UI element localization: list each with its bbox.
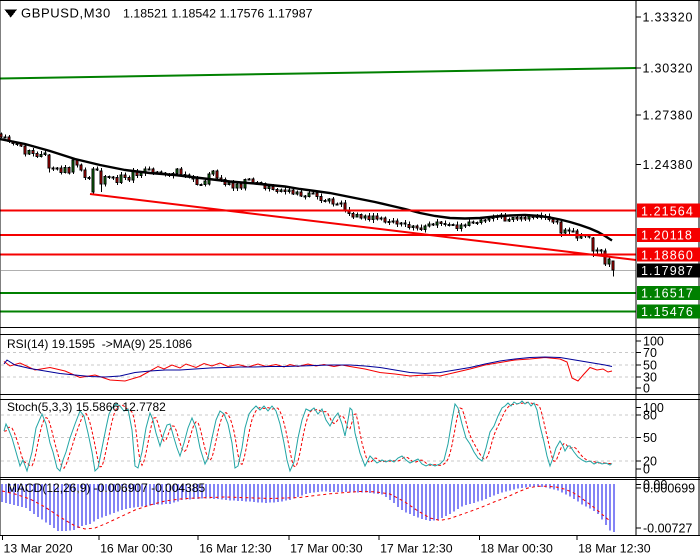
svg-text:1.30320: 1.30320 [643,62,694,76]
svg-text:70: 70 [643,346,657,360]
svg-text:1.24380: 1.24380 [643,158,694,172]
svg-text:MACD(12,26,9) -0.006907 -0.004: MACD(12,26,9) -0.006907 -0.004385 [7,481,205,495]
svg-text:0: 0 [643,463,650,477]
svg-text:1.15476: 1.15476 [641,305,694,319]
svg-text:100: 100 [643,401,664,415]
svg-text:50: 50 [643,431,657,445]
svg-text:16 Mar 00:30: 16 Mar 00:30 [100,542,173,556]
svg-text:18 Mar 00:30: 18 Mar 00:30 [480,542,553,556]
svg-text:0: 0 [643,382,650,396]
svg-text:1.21564: 1.21564 [641,204,694,218]
svg-text:80: 80 [643,409,657,423]
svg-text:1.17987: 1.17987 [641,264,694,278]
svg-text:0.000699: 0.000699 [643,482,695,496]
svg-text:50: 50 [643,359,657,373]
svg-text:1.18521 1.18542 1.17576 1.1798: 1.18521 1.18542 1.17576 1.17987 [123,7,313,21]
svg-text:30: 30 [643,371,657,385]
svg-text:1.18860: 1.18860 [641,248,694,262]
svg-text:0.00: 0.00 [643,478,667,492]
svg-text:17 Mar 00:30: 17 Mar 00:30 [290,542,363,556]
svg-text:RSI(14) 19.1595 ->MA(9) 25.10: RSI(14) 19.1595 ->MA(9) 25.1086 [7,337,192,351]
svg-text:1.33320: 1.33320 [643,11,694,25]
svg-text:1.16517: 1.16517 [641,287,694,301]
svg-text:100: 100 [643,335,664,349]
svg-text:16 Mar 12:30: 16 Mar 12:30 [199,542,272,556]
svg-text:17 Mar 12:30: 17 Mar 12:30 [380,542,453,556]
svg-text:1.27380: 1.27380 [643,109,694,123]
svg-text:1.20118: 1.20118 [641,229,693,243]
svg-text:GBPUSD,M30: GBPUSD,M30 [21,6,111,21]
svg-text:Stoch(5,3,3) 15.5866 12.7782: Stoch(5,3,3) 15.5866 12.7782 [7,400,166,414]
svg-text:20: 20 [643,455,657,469]
svg-text:-0.00727: -0.00727 [643,522,692,536]
svg-text:13 Mar 2020: 13 Mar 2020 [4,542,73,556]
svg-text:18 Mar 12:30: 18 Mar 12:30 [578,542,651,556]
